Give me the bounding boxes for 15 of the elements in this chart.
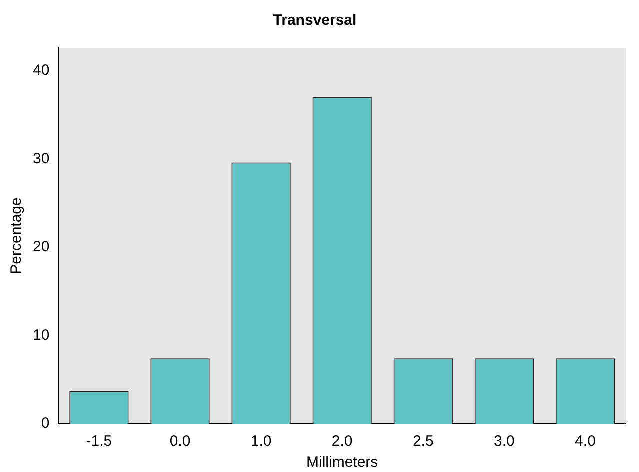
y-tick-label: 10	[32, 326, 50, 344]
x-tick-label: 4.0	[575, 433, 596, 450]
y-axis-title: Percentage	[8, 198, 26, 274]
x-tick-label: 0.0	[170, 433, 191, 450]
x-tick-label: 2.5	[412, 433, 434, 450]
x-tick-label: -1.5	[86, 433, 112, 450]
x-axis-title: Millimeters	[306, 454, 378, 472]
y-tick-label: 0	[41, 415, 50, 432]
x-tick-label: 1.0	[250, 433, 272, 450]
x-tick-label: 3.0	[494, 433, 515, 450]
x-tick-label: 2.0	[332, 433, 353, 450]
y-tick-label: 20	[32, 238, 50, 256]
chart-title: Transversal	[273, 12, 357, 30]
y-tick-label: 40	[32, 62, 50, 80]
y-tick-label: 30	[32, 150, 50, 168]
